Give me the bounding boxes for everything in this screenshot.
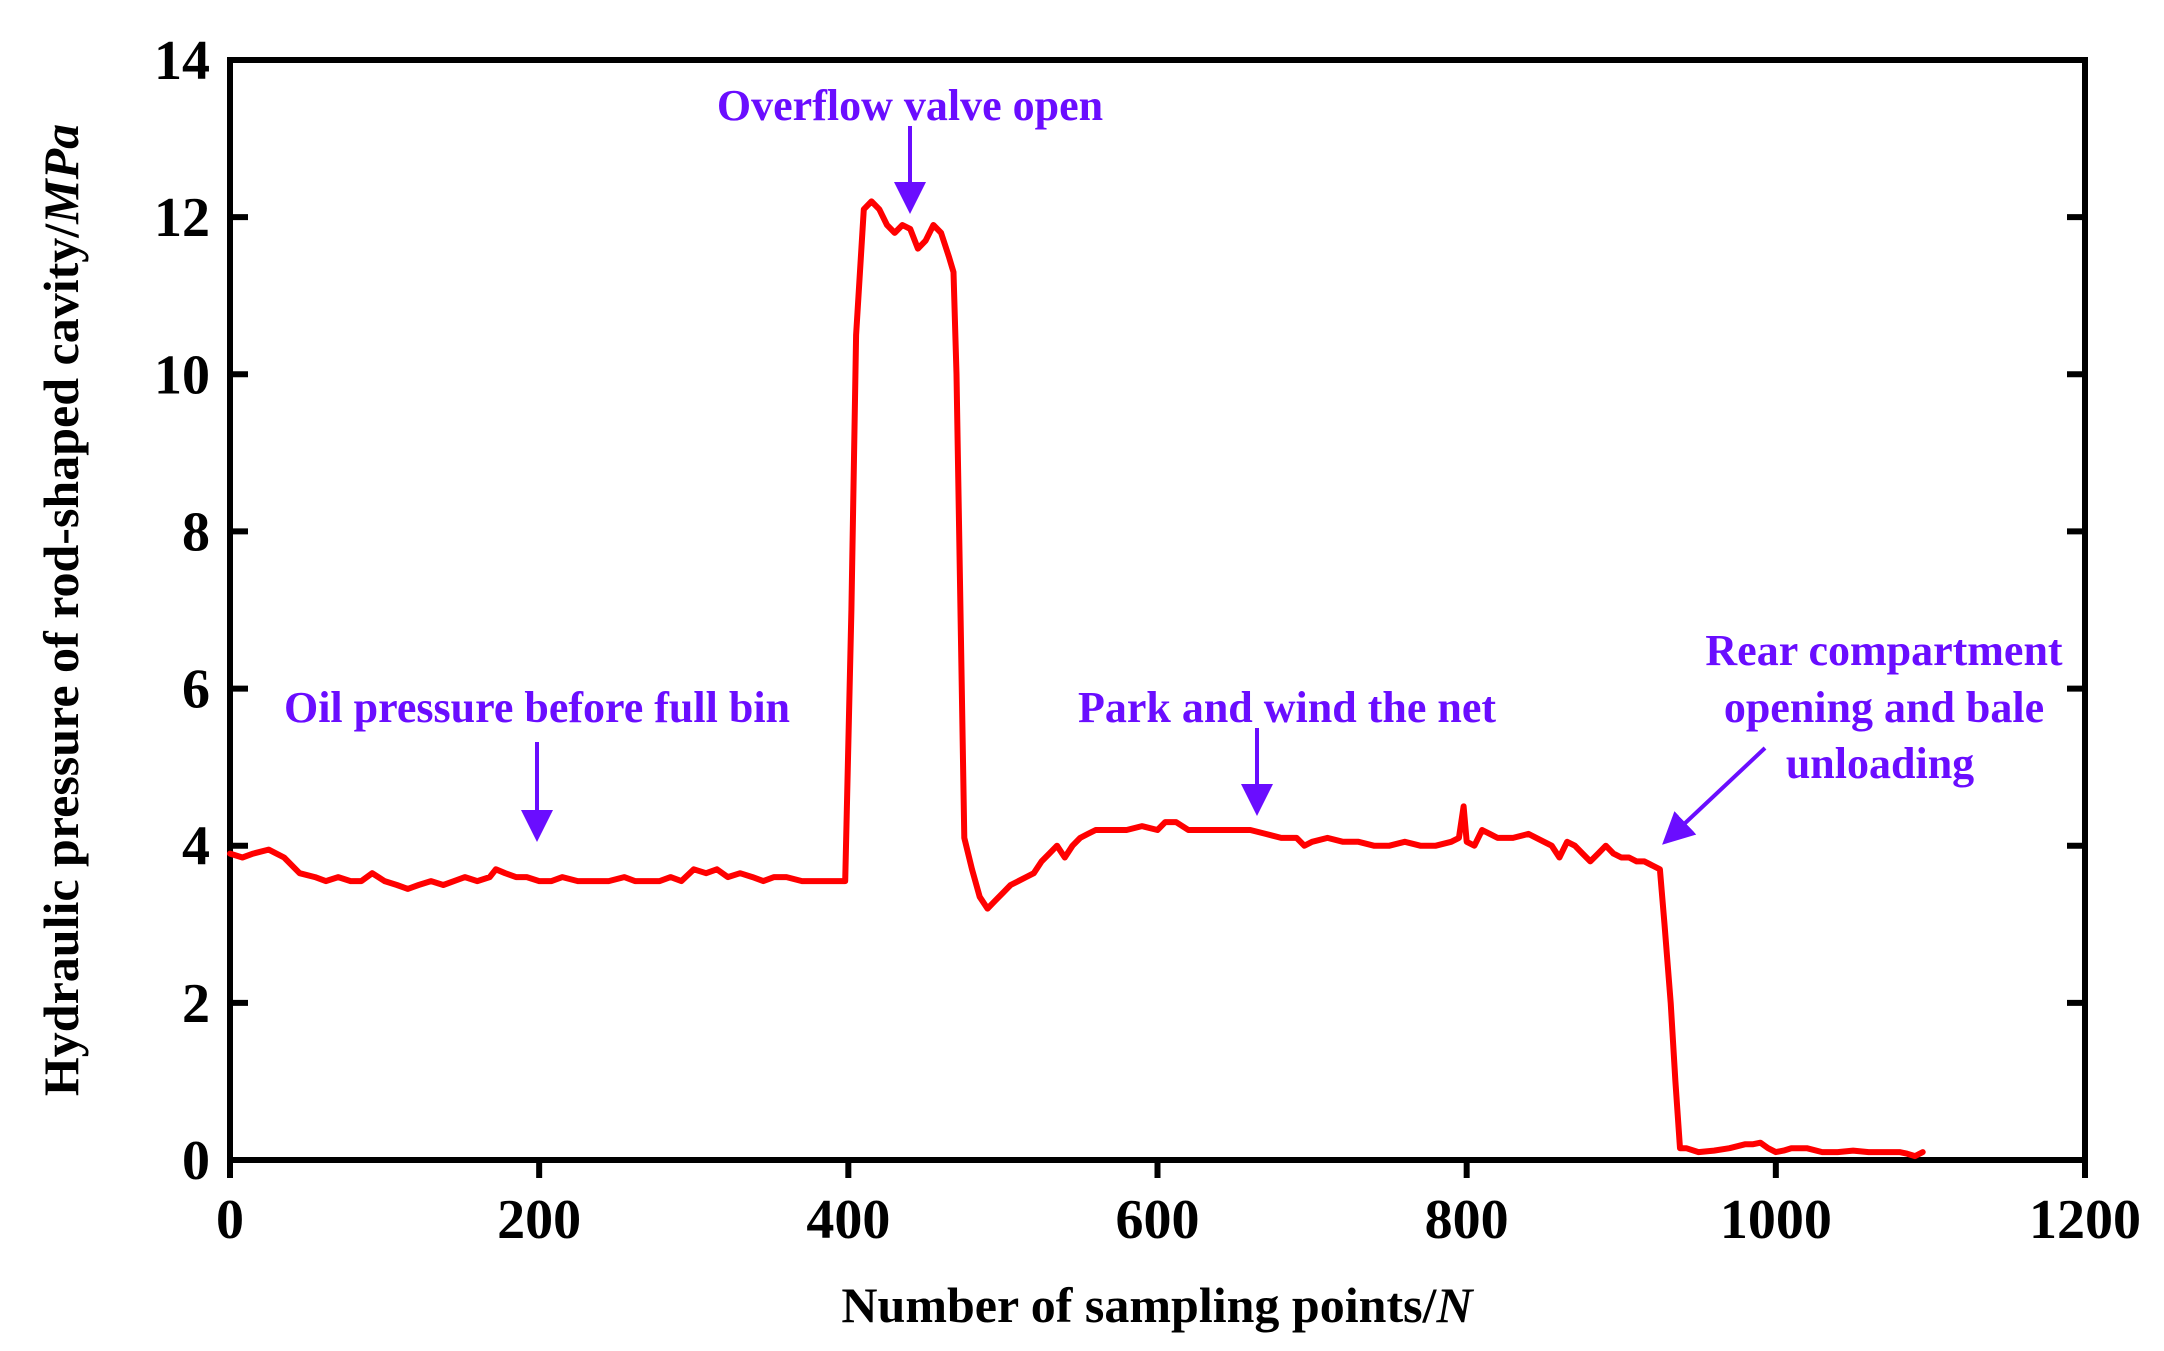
annotation-rear-line3: unloading: [1786, 739, 1974, 788]
y-tick-label: 2: [182, 973, 210, 1035]
annotation-oil-pressure: Oil pressure before full bin: [284, 683, 790, 842]
x-axis-ticks: 0 200 400 600 800 1000 1200: [216, 1160, 2141, 1251]
x-tick-label: 200: [497, 1189, 581, 1251]
x-axis-title: Number of sampling points/N: [841, 1277, 1474, 1333]
annotation-park-wind-text: Park and wind the net: [1078, 683, 1496, 732]
annotation-rear-line1: Rear compartment: [1705, 626, 2063, 675]
y-axis-title: Hydraulic pressure of rod-shaped cavity/…: [33, 124, 89, 1096]
annotation-overflow-valve: Overflow valve open: [717, 81, 1103, 214]
plot-frame: [227, 57, 2088, 1163]
annotation-rear-compartment: Rear compartment opening and bale unload…: [1662, 626, 2063, 845]
y-tick-label: 0: [182, 1130, 210, 1192]
pressure-series-line: [227, 198, 1926, 1160]
y-tick-label: 8: [182, 501, 210, 563]
annotation-rear-arrow: [1662, 746, 1767, 845]
x-tick-label: 1200: [2029, 1189, 2141, 1251]
y-tick-label: 12: [154, 187, 210, 249]
y-axis-ticks: 0 2 4 6 8 10 12 14: [154, 30, 2085, 1192]
x-tick-label: 800: [1425, 1189, 1509, 1251]
x-tick-label: 0: [216, 1189, 244, 1251]
y-tick-label: 14: [154, 30, 210, 92]
x-tick-label: 1000: [1720, 1189, 1832, 1251]
y-tick-label: 4: [182, 816, 210, 878]
annotation-overflow-valve-text: Overflow valve open: [717, 81, 1103, 130]
annotation-rear-line2: opening and bale: [1724, 683, 2044, 732]
annotation-park-wind: Park and wind the net: [1078, 683, 1496, 816]
y-tick-label: 10: [154, 344, 210, 406]
x-tick-label: 600: [1116, 1189, 1200, 1251]
annotation-oil-pressure-text: Oil pressure before full bin: [284, 683, 790, 732]
y-tick-label: 6: [182, 659, 210, 721]
x-tick-label: 400: [806, 1189, 890, 1251]
